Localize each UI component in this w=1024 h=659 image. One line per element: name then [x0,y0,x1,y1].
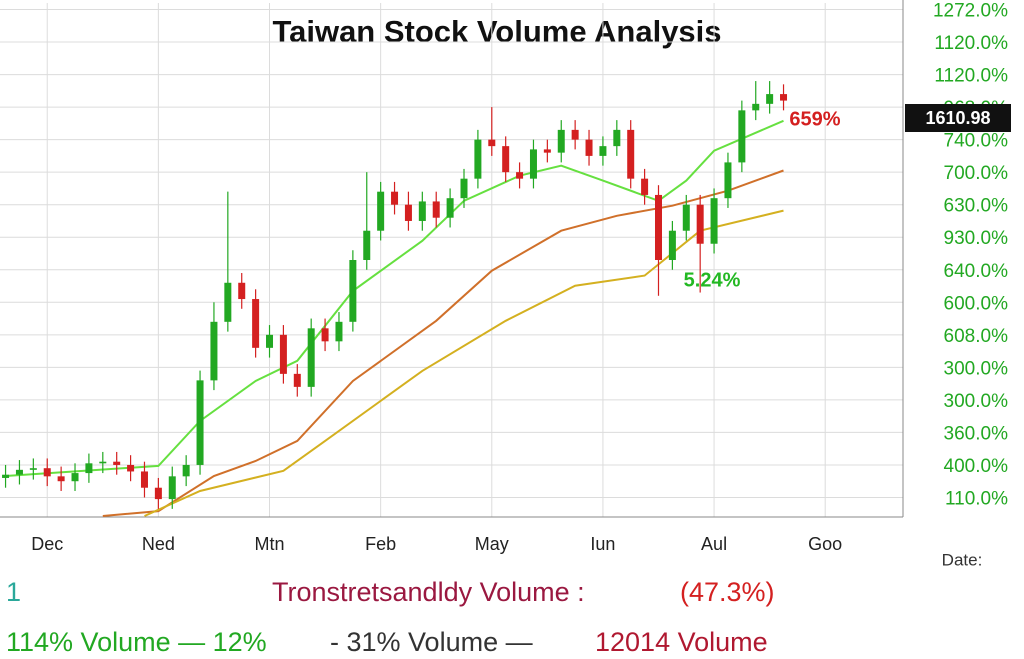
candle-body [585,139,593,156]
candle-body [502,146,510,173]
x-tick-label: Dec [31,534,63,554]
candle-body [627,129,635,179]
x-tick-label: Goo [808,534,842,554]
footer-text: (47.3%) [680,577,775,607]
annotation: 659% [789,108,840,130]
candle-body [15,469,23,475]
candle-body [279,334,287,374]
candle-body [696,204,704,244]
candle-body [668,230,676,260]
candle-body [752,103,760,111]
candle-body [99,461,107,464]
moving-average-line [5,119,784,477]
candle-body [43,468,51,477]
y-tick-label: 1272.0% [933,1,1008,22]
candle-body [571,129,579,140]
y-tick-label: 640.0% [944,261,1009,282]
x-tick-label: Mtn [255,534,285,554]
candle-body [488,139,496,147]
candle-body [724,162,732,199]
candle-body [404,204,412,221]
y-tick-label: 608.0% [944,326,1009,347]
y-tick-label: 110.0% [945,488,1008,509]
candle-body [349,260,357,322]
x-tick-label: May [475,534,509,554]
footer-text: 1 [6,577,21,607]
x-tick-label: Feb [365,534,396,554]
candle-body [252,299,260,348]
candle-body [363,230,371,260]
y-tick-label: 1120.0% [934,66,1008,87]
footer-text: 12014 Volume [595,627,768,657]
annotation: 5.24% [684,269,741,291]
candle-body [57,476,65,482]
candle-body [335,321,343,342]
candle-body [599,146,607,156]
price-tag [905,104,1011,132]
candle-body [182,464,190,477]
y-tick-label: 630.0% [944,196,1009,217]
candle-body [140,471,148,488]
candle-body [710,198,718,244]
x-axis-label: Date: [942,550,983,569]
candle-body [224,282,232,322]
candle-body [210,321,218,381]
y-tick-label: 930.0% [944,228,1009,249]
candle-body [654,194,662,260]
x-tick-label: Iun [590,534,615,554]
candle-body [474,139,482,179]
y-tick-label: 360.0% [944,423,1009,444]
candle-body [168,476,176,500]
y-tick-label: 600.0% [944,293,1009,314]
candle-body [127,464,135,472]
footer-text: - 31% Volume — [330,627,533,657]
candle-body [113,461,121,465]
candle-body [71,473,79,482]
chart-title: Taiwan Stock Volume Analysis [272,14,721,49]
candle-body [293,373,301,387]
candle-body [154,487,162,500]
candle-body [613,129,621,147]
moving-average-line [144,209,784,517]
candle-body [516,172,524,179]
candle-body [641,178,649,195]
y-tick-label: 740.0% [944,131,1009,152]
candle-body [307,328,315,387]
x-tick-label: Aul [701,534,727,554]
candle-body [460,178,468,199]
candle-body [2,474,10,478]
candle-body [766,94,774,104]
y-tick-label: 300.0% [944,358,1009,379]
candle-body [780,94,788,101]
candle-body [738,110,746,163]
candle-body [377,191,385,231]
candle-body [446,198,454,218]
y-tick-label: 1120.0% [934,33,1008,54]
price-tag-label: 1610.98 [925,108,990,128]
candle-body [543,149,551,153]
x-tick-label: Ned [142,534,175,554]
candle-body [418,201,426,221]
candle-body [557,129,565,153]
candle-body [85,463,93,474]
candle-body [266,334,274,348]
candle-body [196,380,204,465]
footer-text: Tronstretsandldy Volume : [272,577,585,607]
moving-average-line [102,169,784,517]
candle-body [29,468,37,470]
candle-body [432,201,440,218]
candle-body [391,191,399,205]
y-tick-label: 400.0% [944,456,1009,477]
y-tick-label: 300.0% [944,391,1009,412]
y-tick-label: 700.0% [944,163,1009,184]
candle-body [238,282,246,300]
footer-text: 114% Volume — 12% [6,627,267,657]
candle-body [321,328,329,342]
candle-body [682,204,690,231]
candle-body [529,149,537,179]
